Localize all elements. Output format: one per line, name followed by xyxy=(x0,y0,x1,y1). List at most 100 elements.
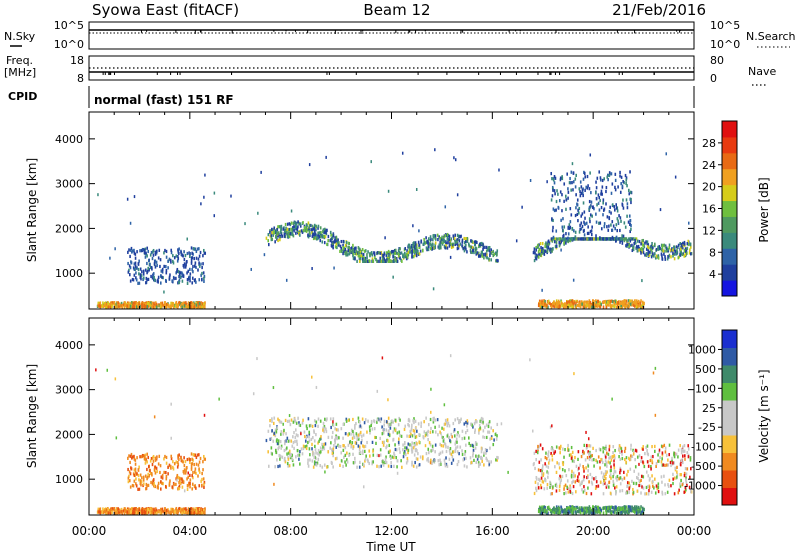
data-cell xyxy=(352,429,354,434)
data-cell xyxy=(472,248,474,252)
data-cell xyxy=(599,460,601,464)
data-cell xyxy=(437,433,439,437)
data-cell xyxy=(136,472,138,476)
data-cell xyxy=(385,420,388,424)
data-cell xyxy=(592,446,594,450)
data-cell xyxy=(344,247,347,252)
data-cell xyxy=(322,234,324,239)
data-cell xyxy=(558,484,561,488)
data-cell xyxy=(533,451,536,455)
data-cell xyxy=(564,483,567,487)
data-cell xyxy=(428,245,430,249)
data-cell xyxy=(417,463,420,467)
data-cell xyxy=(389,454,392,458)
data-cell xyxy=(267,233,270,237)
data-cell xyxy=(617,219,619,223)
data-cell xyxy=(602,237,605,241)
data-cell xyxy=(146,246,149,250)
data-cell xyxy=(583,210,586,214)
data-cell xyxy=(150,250,153,255)
data-cell xyxy=(201,277,203,281)
data-cell xyxy=(595,180,597,184)
data-cell xyxy=(549,301,551,305)
data-cell xyxy=(662,249,665,253)
data-cell xyxy=(571,491,574,496)
data-cell xyxy=(478,243,481,247)
data-cell xyxy=(184,459,187,464)
data-cell xyxy=(480,450,483,454)
data-cell xyxy=(142,478,145,482)
data-cell xyxy=(574,177,577,181)
data-cell xyxy=(352,249,355,253)
data-cell xyxy=(579,302,581,306)
data-cell xyxy=(135,484,138,488)
data-cell xyxy=(391,419,393,423)
data-cell xyxy=(652,246,654,250)
data-cell xyxy=(644,253,646,257)
data-cell xyxy=(386,444,388,448)
data-cell xyxy=(624,173,627,178)
data-cell xyxy=(587,225,589,229)
data-cell xyxy=(567,447,569,451)
data-cell xyxy=(134,467,137,471)
data-cell xyxy=(408,248,411,252)
data-cell xyxy=(398,247,400,251)
data-cell xyxy=(194,302,197,306)
data-cell xyxy=(280,430,283,434)
data-cell xyxy=(572,479,574,483)
data-cell xyxy=(479,419,482,423)
data-cell xyxy=(640,474,643,478)
data-cell xyxy=(656,255,659,259)
data-cell xyxy=(581,452,584,456)
data-cell xyxy=(301,230,304,234)
data-cell xyxy=(623,476,626,480)
data-cell xyxy=(559,451,561,455)
data-cell xyxy=(569,489,572,494)
data-cell xyxy=(343,249,345,253)
data-cell xyxy=(411,423,413,427)
data-cell xyxy=(606,464,608,468)
data-cell xyxy=(331,430,334,435)
data-cell xyxy=(634,241,637,245)
data-cell xyxy=(308,435,310,439)
data-cell xyxy=(124,303,127,308)
data-cell xyxy=(198,254,201,258)
data-cell xyxy=(167,266,169,270)
data-cell xyxy=(177,509,180,513)
data-cell xyxy=(363,449,366,454)
data-cell xyxy=(175,276,177,280)
data-cell xyxy=(305,424,308,428)
data-cell xyxy=(198,460,201,464)
data-cell xyxy=(614,208,616,212)
data-cell xyxy=(646,240,649,244)
data-cell xyxy=(147,465,150,469)
data-cell xyxy=(322,228,325,232)
data-cell xyxy=(629,299,631,303)
data-cell xyxy=(285,439,287,443)
data-cell xyxy=(437,459,440,463)
data-cell xyxy=(589,444,592,448)
data-cell xyxy=(604,476,607,481)
data-cell xyxy=(629,302,632,306)
data-cell xyxy=(628,481,631,485)
data-cell xyxy=(146,305,148,309)
data-cell xyxy=(327,450,330,454)
data-cell xyxy=(417,249,419,253)
data-cell xyxy=(457,431,459,435)
data-cell xyxy=(586,231,589,236)
data-cell xyxy=(460,234,462,238)
data-cell xyxy=(302,446,305,451)
data-cell xyxy=(456,440,458,444)
data-cell xyxy=(106,508,108,512)
data-cell xyxy=(551,454,554,458)
data-cell xyxy=(319,231,321,235)
data-cell xyxy=(188,482,190,486)
data-cell xyxy=(552,301,554,306)
data-cell xyxy=(340,249,343,253)
data-cell xyxy=(621,184,624,188)
data-cell xyxy=(416,247,418,251)
data-cell xyxy=(621,237,624,241)
data-cell xyxy=(116,508,119,512)
data-cell xyxy=(305,446,308,451)
data-cell xyxy=(201,483,203,487)
